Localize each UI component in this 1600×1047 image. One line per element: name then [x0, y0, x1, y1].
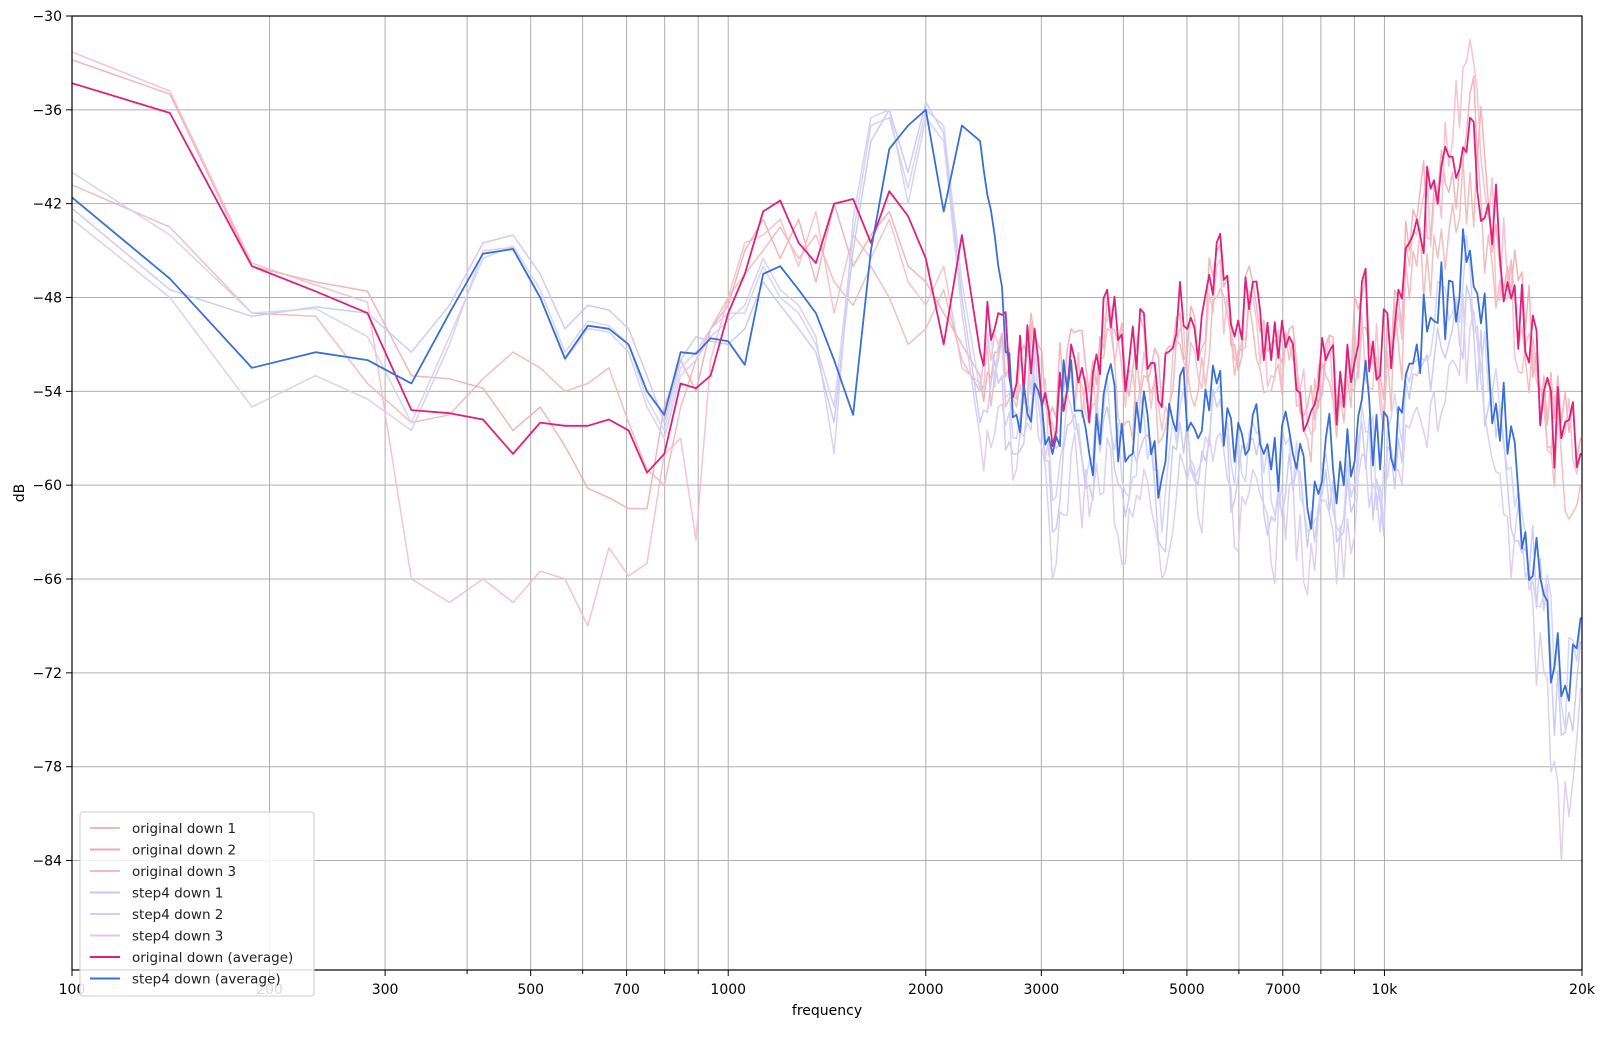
legend-label: original down 1: [132, 821, 236, 837]
legend-box: [79, 811, 315, 997]
y-tick-label: −66: [32, 572, 62, 588]
legend: original down 1 original down 2 original d…: [79, 811, 315, 997]
y-axis-ticks: −30 −36 −42 −48 −54 −60 −66 −72 −78 −84: [32, 9, 72, 870]
legend-label: original down (average): [132, 950, 293, 966]
y-tick-label: −30: [32, 9, 62, 25]
legend-label: original down 3: [132, 864, 236, 880]
x-tick-label: 300: [372, 982, 399, 998]
x-tick-label: 700: [613, 982, 640, 998]
series-line-original-down-3: [72, 38, 1582, 627]
legend-label: step4 down 1: [132, 886, 223, 902]
x-tick-label: 2000: [908, 982, 944, 998]
series-line-step4-down-3: [72, 109, 1582, 862]
y-tick-label: −36: [32, 103, 62, 119]
series-line-step4-down-1: [72, 101, 1582, 737]
legend-label: step4 down 2: [132, 907, 223, 923]
y-tick-label: −78: [32, 760, 62, 776]
y-tick-label: −48: [32, 291, 62, 307]
x-tick-label: 500: [517, 982, 544, 998]
x-tick-label: 3000: [1024, 982, 1060, 998]
x-tick-label: 10k: [1371, 982, 1398, 998]
x-tick-label: 20k: [1569, 982, 1596, 998]
y-tick-label: −72: [32, 666, 62, 682]
x-axis-label: frequency: [792, 1003, 862, 1019]
x-tick-label: 5000: [1169, 982, 1205, 998]
x-tick-label: 100: [59, 982, 86, 998]
y-tick-label: −54: [32, 384, 62, 400]
plot-frame: [71, 15, 1583, 971]
y-tick-label: −60: [32, 478, 62, 494]
y-axis-label: dB: [12, 484, 28, 503]
series-lines: [72, 38, 1582, 862]
y-tick-label: −42: [32, 197, 62, 213]
series-line-original-down-average-: [72, 82, 1582, 474]
y-tick-label: −84: [32, 854, 62, 870]
series-line-step4-down-average-: [72, 108, 1582, 702]
x-tick-label: 1000: [710, 982, 746, 998]
x-tick-label: 7000: [1265, 982, 1301, 998]
legend-label: original down 2: [132, 843, 236, 859]
legend-label: step4 down 3: [132, 929, 223, 945]
legend-label: step4 down (average): [132, 972, 281, 988]
